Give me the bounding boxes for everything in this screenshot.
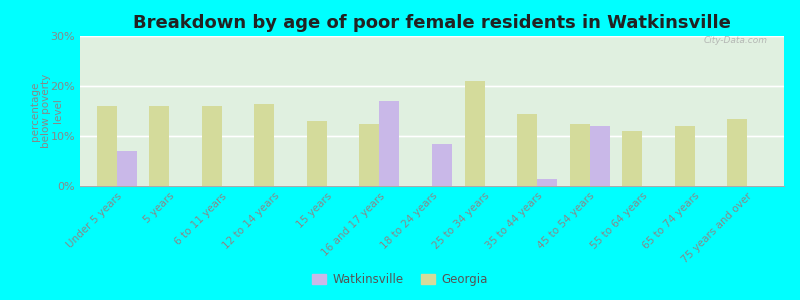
Bar bbox=[432, 143, 452, 186]
Legend: Watkinsville, Georgia: Watkinsville, Georgia bbox=[308, 269, 492, 291]
Bar bbox=[97, 106, 117, 186]
Text: City-Data.com: City-Data.com bbox=[704, 36, 768, 45]
Bar bbox=[517, 113, 537, 186]
Bar bbox=[465, 81, 485, 186]
Bar bbox=[202, 106, 222, 186]
Bar bbox=[117, 151, 137, 186]
Bar bbox=[254, 103, 274, 186]
Bar bbox=[307, 121, 327, 186]
Bar bbox=[537, 178, 557, 186]
Bar bbox=[359, 124, 379, 186]
Bar bbox=[727, 118, 747, 186]
Title: Breakdown by age of poor female residents in Watkinsville: Breakdown by age of poor female resident… bbox=[133, 14, 731, 32]
Bar bbox=[379, 101, 399, 186]
Bar bbox=[150, 106, 170, 186]
Bar bbox=[622, 131, 642, 186]
Y-axis label: percentage
below poverty
level: percentage below poverty level bbox=[30, 74, 63, 148]
Bar bbox=[674, 126, 694, 186]
Bar bbox=[570, 124, 590, 186]
Bar bbox=[590, 126, 610, 186]
